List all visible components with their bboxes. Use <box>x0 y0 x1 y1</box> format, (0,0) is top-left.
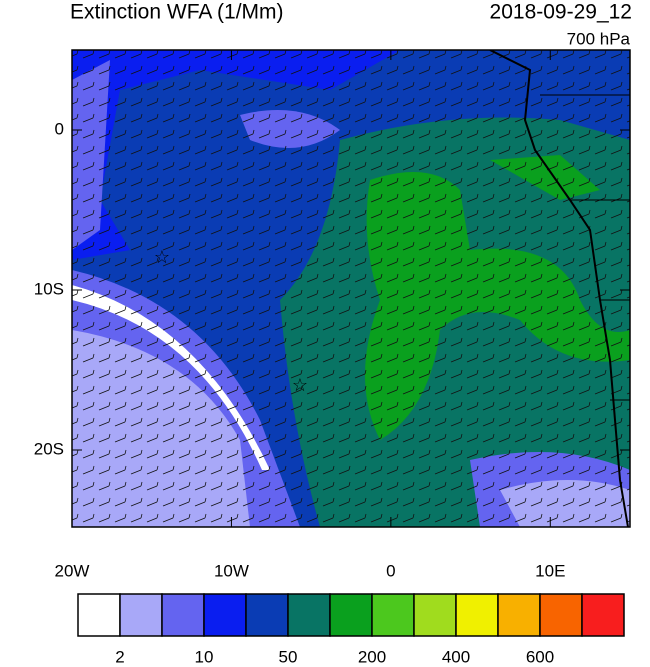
coastline <box>489 50 629 527</box>
y-tick-label: 10S <box>34 279 64 298</box>
map-field: ☆ ☆ <box>72 50 630 527</box>
borders <box>540 94 630 401</box>
colorbar-label: 10 <box>195 647 214 666</box>
colorbar-box <box>245 593 289 637</box>
site-marker: ☆ <box>292 375 308 395</box>
colorbar-box <box>203 593 247 637</box>
colorbar-box <box>497 593 541 637</box>
colorbar-label: 200 <box>358 647 386 666</box>
y-tick-label: 20S <box>34 439 64 458</box>
colorbar-box <box>539 593 583 637</box>
plot-frame <box>71 49 631 528</box>
wind-barbs <box>72 50 630 527</box>
map-title: Extinction WFA (1/Mm) <box>70 1 284 24</box>
level-label: 700 hPa <box>567 29 631 48</box>
x-tick-label: 0 <box>386 561 395 580</box>
colorbar-label: 400 <box>442 647 470 666</box>
colorbar-box <box>77 593 121 637</box>
colorbar-box <box>455 593 499 637</box>
site-marker: ☆ <box>154 247 170 267</box>
y-tick-label: 0 <box>55 119 64 138</box>
colorbar-box <box>413 593 457 637</box>
colorbar-box <box>581 593 625 637</box>
colorbar-box <box>371 593 415 637</box>
colorbar-label: 2 <box>115 647 124 666</box>
date-label: 2018-09-29_12 <box>490 1 632 24</box>
colorbar-label: 50 <box>279 647 298 666</box>
x-tick-label: 10E <box>535 561 565 580</box>
colorbar-box <box>119 593 163 637</box>
colorbar-box <box>161 593 205 637</box>
x-tick-label: 10W <box>214 561 249 580</box>
colorbar-box <box>287 593 331 637</box>
colorbar-box <box>329 593 373 637</box>
x-tick-label: 20W <box>55 561 90 580</box>
colorbar-label: 600 <box>526 647 554 666</box>
